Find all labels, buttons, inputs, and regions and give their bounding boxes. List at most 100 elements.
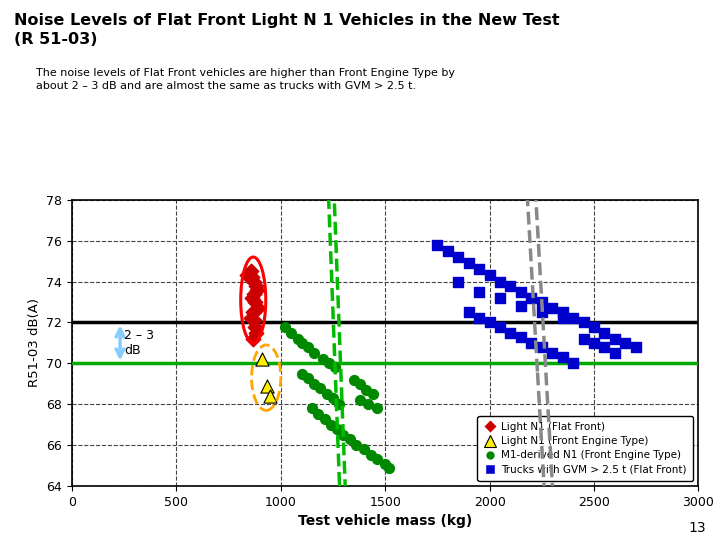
Point — [247, 308, 258, 316]
Point — [252, 304, 264, 313]
Point — [452, 277, 464, 286]
Point — [333, 400, 345, 409]
Point — [474, 265, 485, 274]
Point — [249, 322, 261, 331]
Point — [609, 334, 621, 343]
Point — [536, 308, 547, 316]
Point — [246, 273, 257, 282]
Point — [323, 359, 335, 368]
Point — [308, 380, 320, 388]
Point — [505, 281, 516, 290]
Point — [245, 314, 256, 323]
Point — [630, 343, 642, 352]
Point — [338, 430, 349, 439]
Point — [321, 390, 333, 399]
Point — [577, 334, 589, 343]
Point — [331, 424, 343, 433]
Point — [577, 318, 589, 327]
Point — [312, 410, 324, 419]
Point — [371, 455, 382, 464]
Point — [261, 381, 273, 390]
Point — [463, 308, 474, 316]
Point — [292, 334, 303, 343]
Point — [598, 343, 610, 352]
Point — [302, 373, 314, 382]
Text: The noise levels of Flat Front vehicles are higher than Front Engine Type by
  a: The noise levels of Flat Front vehicles … — [29, 68, 455, 91]
Point — [367, 390, 379, 399]
Point — [452, 253, 464, 261]
Point — [359, 445, 370, 454]
Point — [327, 394, 339, 402]
Point — [515, 287, 526, 296]
Point — [361, 386, 372, 394]
Point — [315, 383, 326, 392]
Point — [354, 396, 366, 404]
Point — [371, 404, 382, 413]
Point — [567, 314, 579, 323]
Point — [279, 322, 291, 331]
Point — [365, 451, 377, 460]
Point — [515, 302, 526, 310]
Point — [515, 333, 526, 341]
Point — [557, 308, 569, 316]
Point — [588, 322, 600, 331]
Point — [302, 343, 314, 352]
Point — [384, 463, 395, 472]
Point — [344, 435, 356, 443]
Point — [557, 314, 569, 323]
Point — [484, 318, 495, 327]
Point — [505, 328, 516, 337]
Point — [285, 328, 297, 337]
Point — [494, 322, 505, 331]
Point — [296, 339, 307, 347]
Point — [536, 343, 547, 352]
Point — [348, 375, 360, 384]
Y-axis label: R51-03 dB(A): R51-03 dB(A) — [28, 299, 41, 387]
Point — [546, 349, 558, 357]
Point — [494, 294, 505, 302]
Point — [265, 392, 276, 400]
Legend: Light N1 (Flat Front), Light N1 (Front Engine Type), M1-derived N1 (Front Engine: Light N1 (Flat Front), Light N1 (Front E… — [477, 416, 693, 481]
Point — [319, 414, 330, 423]
Point — [609, 349, 621, 357]
Text: Noise Levels of Flat Front Light N 1 Vehicles in the New Test
(R 51-03): Noise Levels of Flat Front Light N 1 Veh… — [14, 14, 560, 47]
Point — [350, 441, 361, 449]
Text: 2 – 3
dB: 2 – 3 dB — [124, 329, 154, 357]
Point — [354, 380, 366, 388]
Point — [432, 240, 444, 249]
Point — [246, 294, 257, 302]
Point — [250, 328, 261, 337]
Point — [248, 316, 259, 325]
Point — [474, 314, 485, 323]
Point — [251, 286, 263, 294]
X-axis label: Test vehicle mass (kg): Test vehicle mass (kg) — [298, 514, 472, 528]
Point — [242, 271, 253, 280]
Point — [248, 277, 259, 286]
Point — [329, 363, 341, 372]
Point — [598, 328, 610, 337]
Point — [494, 277, 505, 286]
Point — [526, 294, 537, 302]
Point — [379, 459, 391, 468]
Point — [463, 259, 474, 267]
Point — [249, 298, 261, 306]
Point — [308, 349, 320, 357]
Point — [250, 281, 261, 290]
Point — [557, 353, 569, 362]
Point — [317, 355, 328, 363]
Point — [442, 247, 454, 255]
Point — [307, 404, 318, 413]
Point — [619, 339, 631, 347]
Point — [526, 339, 537, 347]
Point — [567, 359, 579, 368]
Point — [325, 420, 337, 429]
Point — [474, 287, 485, 296]
Point — [588, 339, 600, 347]
Point — [248, 289, 259, 298]
Point — [245, 267, 256, 276]
Point — [256, 355, 268, 363]
Text: 13: 13 — [688, 521, 706, 535]
Point — [296, 369, 307, 378]
Point — [546, 304, 558, 313]
Point — [536, 298, 547, 306]
